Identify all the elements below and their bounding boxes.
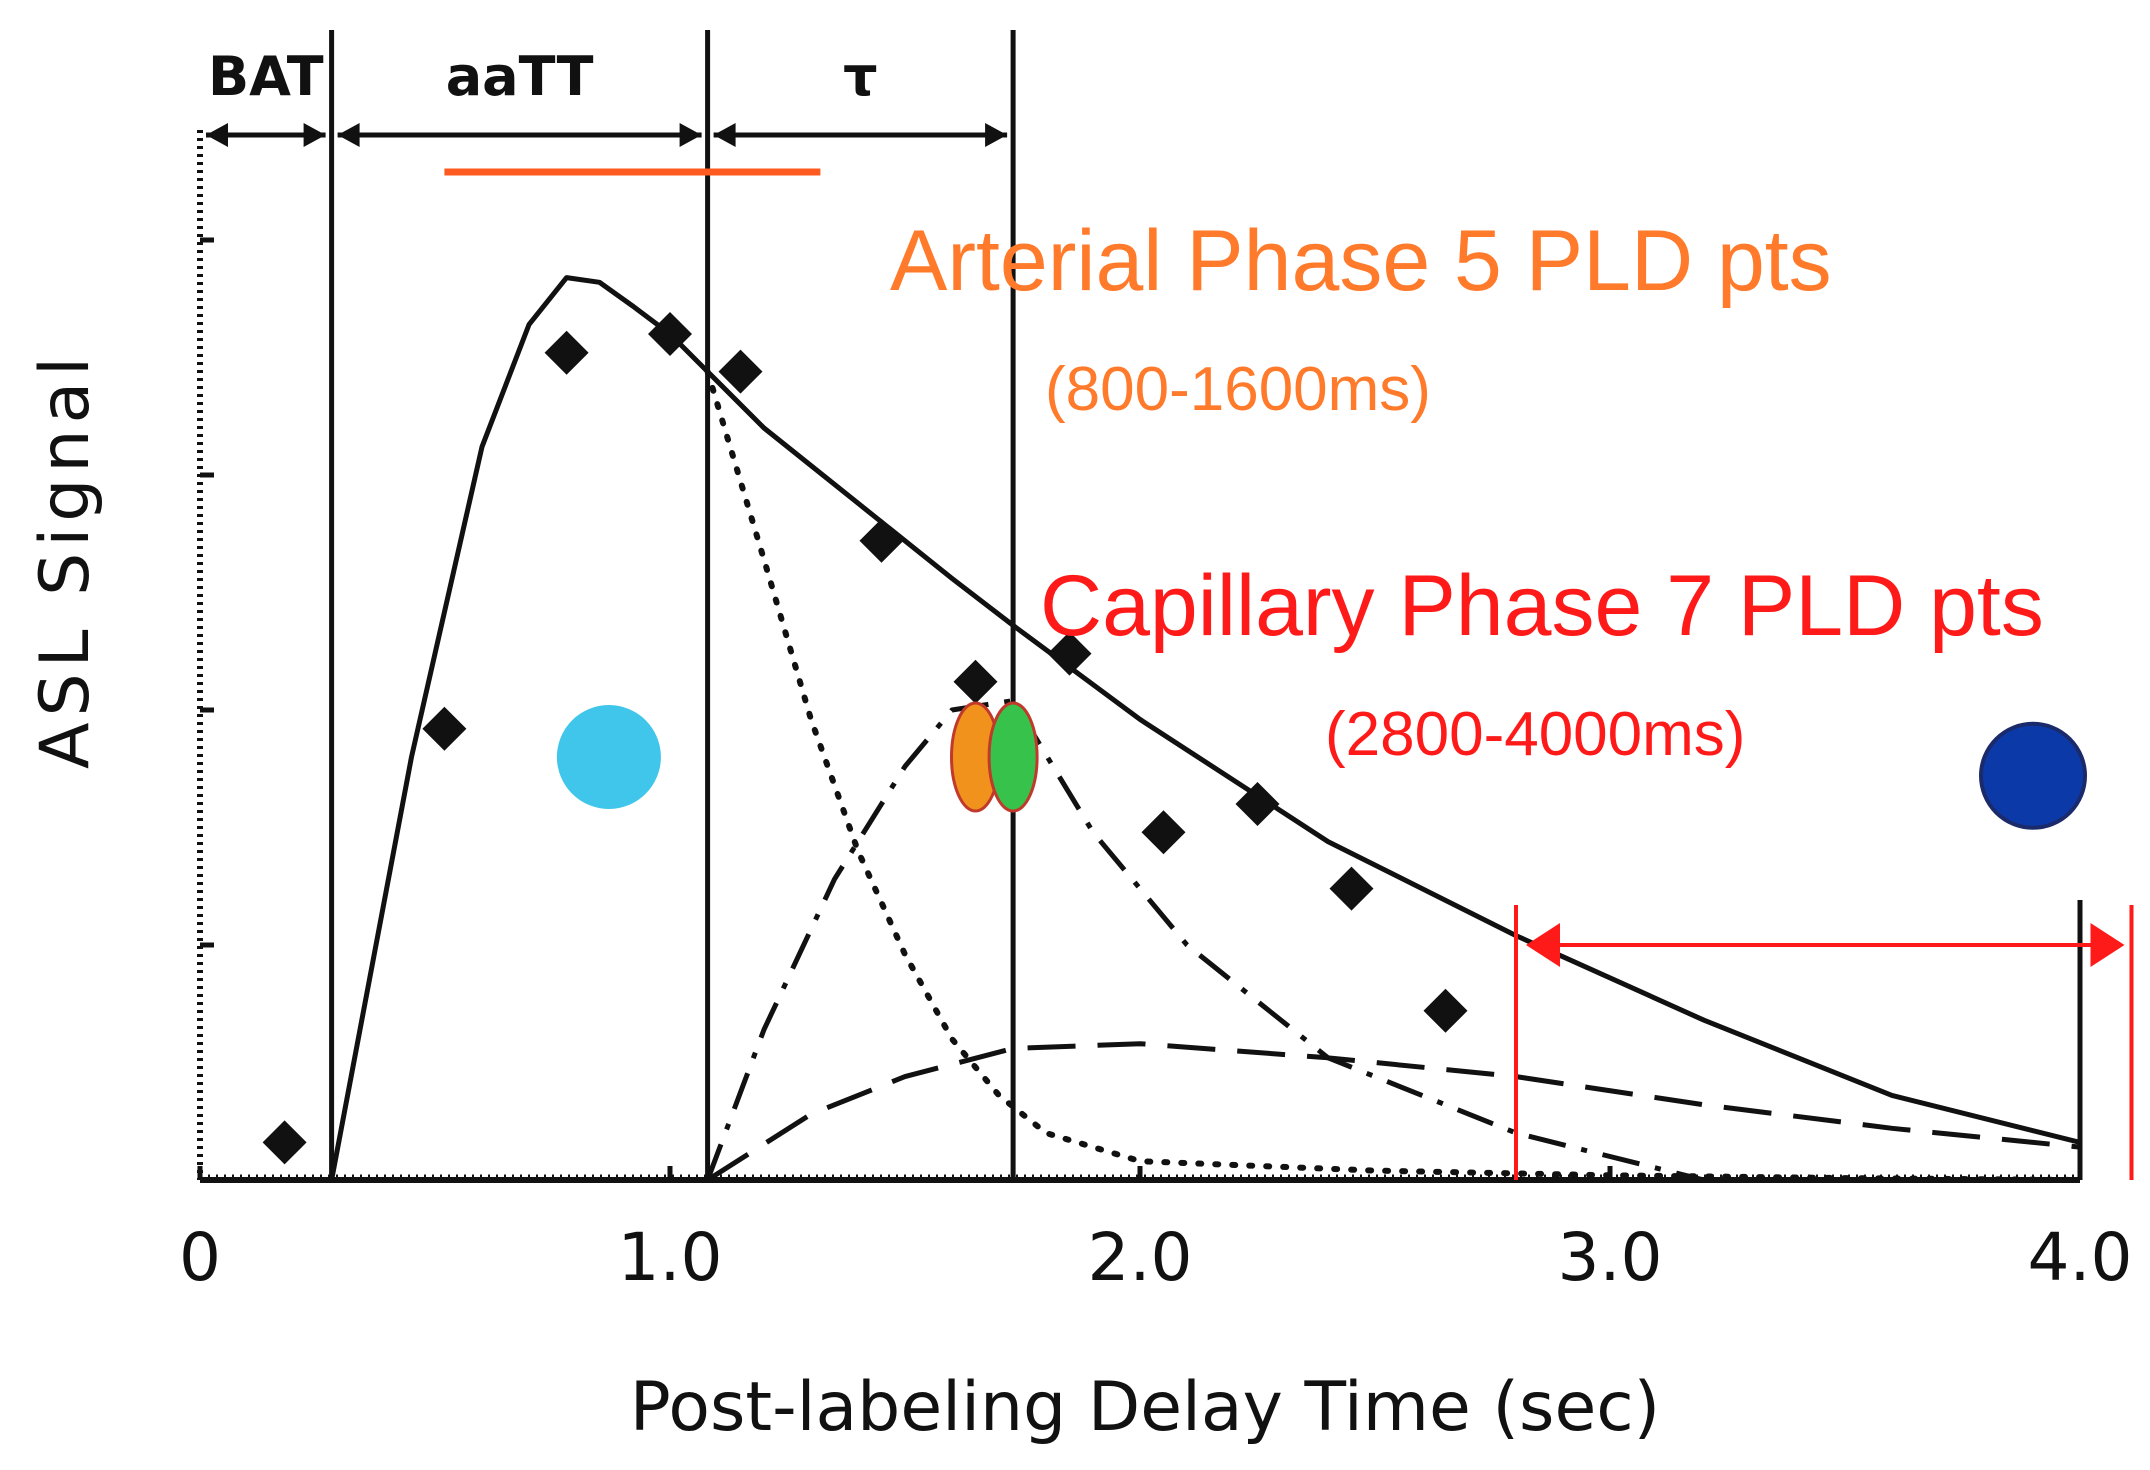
x-tick-label-4: 4.0 [2028,1219,2133,1296]
arterial-phase-range: (800-1600ms) [1045,355,1431,424]
x-tick-label-2: 2.0 [1088,1219,1193,1296]
interval-label-0: BAT [208,45,324,108]
data-point-2 [544,330,589,375]
marker-ellipse-2 [987,701,1039,813]
arterial-phase-title: Arterial Phase 5 PLD pts [890,213,1832,309]
colored-markers [556,701,2087,830]
interval-label-1: aaTT [446,45,594,108]
interval-arrowhead-left-0 [206,123,228,147]
data-point-0 [262,1120,307,1165]
curve-dashed [706,1041,2081,1183]
capillary-range-bracket [1514,905,2134,1180]
marker-circle-3 [1979,721,2087,830]
data-point-7 [1047,631,1092,676]
interval-arrowhead-right-2 [985,123,1008,147]
y-axis-title: ASL Signal [26,351,105,769]
curve-dotted [704,368,2083,1183]
capillary-phase-range: (2800-4000ms) [1325,700,1745,769]
capillary-arrowhead-left [1526,923,1560,967]
data-point-6 [953,659,998,704]
capillary-arrowhead-right [2090,923,2125,967]
data-points [262,312,1468,1165]
x-tick-label-1: 1.0 [618,1219,723,1296]
interval-arrowhead-right-0 [303,123,326,147]
data-point-8 [1141,810,1186,855]
data-point-5 [859,518,904,563]
data-point-1 [422,706,467,751]
data-point-9 [1235,782,1280,826]
data-point-11 [1423,988,1468,1033]
capillary-phase-title: Capillary Phase 7 PLD pts [1040,558,2044,654]
interval-arrowhead-left-2 [713,123,736,147]
interval-arrowhead-right-1 [679,123,702,147]
data-point-10 [1329,866,1374,911]
curve-dashdot [705,698,1705,1183]
interval-arrows: BAT aaTT τ [206,45,1008,147]
data-point-3 [648,312,692,356]
y-ticks [200,237,214,948]
x-tick-label-0: 0 [179,1219,221,1296]
interval-arrowhead-left-1 [337,123,360,147]
data-point-4 [718,349,763,394]
x-ticks: 0 1.0 2.0 3.0 4.0 [179,1166,2132,1296]
x-tick-label-3: 3.0 [1558,1219,1663,1296]
marker-circle-0 [556,705,661,809]
interval-label-2: τ [843,45,877,108]
x-axis-title: Post-labeling Delay Time (sec) [630,1368,1660,1447]
